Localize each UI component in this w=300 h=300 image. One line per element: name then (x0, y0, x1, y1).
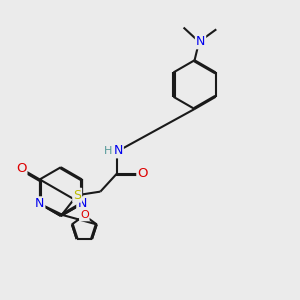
Text: N: N (196, 35, 205, 48)
Text: O: O (80, 210, 89, 220)
Text: O: O (137, 167, 148, 180)
Text: H: H (104, 146, 112, 156)
Text: N: N (35, 197, 44, 210)
Text: N: N (113, 144, 123, 158)
Text: N: N (77, 197, 87, 210)
Text: S: S (73, 189, 81, 202)
Text: O: O (16, 162, 26, 175)
